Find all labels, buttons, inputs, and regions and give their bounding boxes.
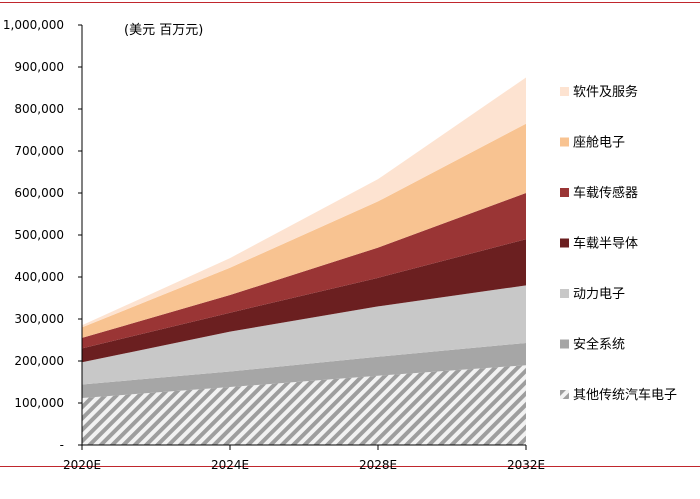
y-tick-label: 600,000	[14, 186, 64, 200]
y-tick-label: -	[60, 438, 64, 452]
x-tick-label: 2032E	[507, 458, 545, 472]
bottom-border-line	[0, 466, 700, 467]
legend-label-5: 动力电子	[573, 287, 625, 302]
y-tick-label: 500,000	[14, 228, 64, 242]
y-tick-label: 100,000	[14, 396, 64, 410]
x-tick-label: 2024E	[211, 458, 249, 472]
y-tick-label: 700,000	[14, 144, 64, 158]
legend-swatch-1	[560, 87, 569, 96]
legend-swatch-6	[560, 339, 569, 349]
area-series-6	[82, 123, 526, 338]
y-tick-label: 300,000	[14, 312, 64, 326]
axes-layer: - 100,000 200,000 300,000 400,000 500,000 600,…	[3, 18, 545, 472]
y-tick-label: 800,000	[14, 102, 64, 116]
y-tick-label: 200,000	[14, 354, 64, 368]
area-series-3	[82, 285, 526, 385]
y-tick-label: 400,000	[14, 270, 64, 284]
legend-swatch-7	[560, 390, 569, 399]
legend-label-7: 其他传统汽车电子	[573, 387, 677, 403]
legend-swatch-3	[560, 188, 569, 197]
legend-label-6: 安全系统	[573, 337, 625, 353]
top-border-line	[0, 2, 700, 3]
legend-swatch-4	[560, 238, 569, 248]
y-tick-label: 900,000	[14, 60, 64, 74]
legend-swatch-2	[560, 137, 569, 147]
x-tick-label: 2020E	[63, 458, 101, 472]
y-tick-label: 1,000,000	[3, 18, 64, 32]
area-series-5	[82, 193, 526, 349]
area-series-1	[82, 365, 526, 445]
area-series-4	[82, 239, 526, 363]
x-tick-label: 2028E	[359, 458, 397, 472]
area-layer	[82, 77, 526, 445]
area-series-2	[82, 342, 526, 398]
legend-label-2: 座舱电子	[573, 136, 625, 151]
legend-label-4: 车载半导体	[573, 236, 638, 252]
legend-label-1: 软件及服务	[573, 84, 638, 100]
legend-swatch-5	[560, 289, 569, 298]
legend-label-3: 车载传感器	[573, 185, 638, 201]
unit-label: (美元 百万元)	[124, 23, 203, 38]
